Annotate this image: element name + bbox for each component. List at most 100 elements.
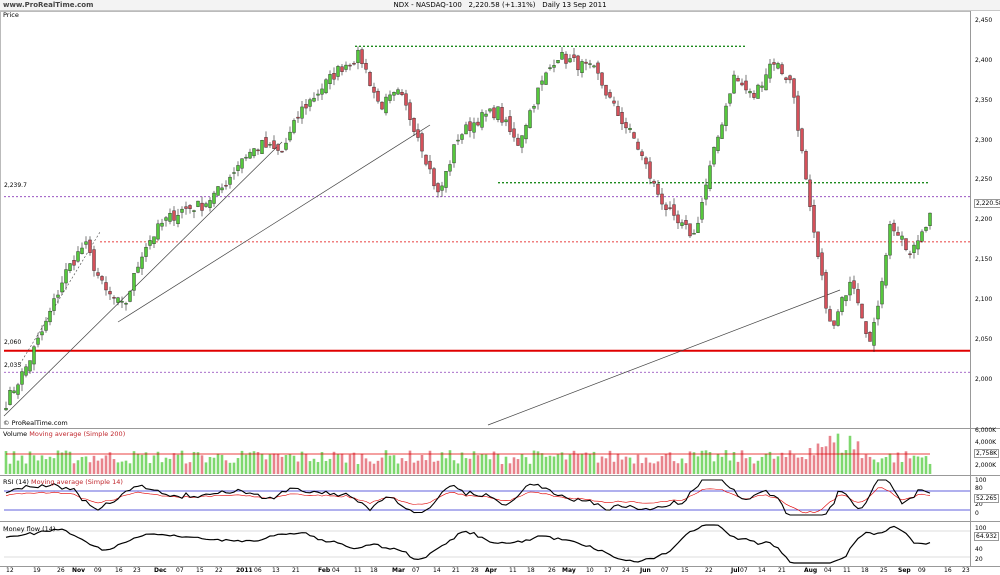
volume-bar	[900, 461, 904, 474]
axis-tick: 2,450	[975, 17, 993, 24]
volume-bar	[256, 452, 260, 474]
candle	[884, 255, 888, 286]
candle	[760, 85, 764, 88]
candle	[860, 303, 864, 319]
candle	[880, 281, 884, 305]
mfi-axis: 100 80 40 20	[972, 522, 1000, 567]
volume-bar	[708, 452, 712, 474]
candle	[248, 151, 252, 159]
volume-bar	[852, 449, 856, 474]
volume-pane-label: Volume Moving average (Simple 200)	[3, 430, 125, 438]
volume-bar	[548, 455, 552, 474]
candle	[28, 360, 32, 372]
candle	[400, 91, 404, 95]
last-price: 2,220.58	[468, 1, 500, 9]
candle	[824, 272, 828, 309]
volume-bar	[128, 463, 132, 474]
volume-bar	[444, 458, 448, 474]
volume-bar	[252, 451, 256, 474]
rsi-ma-label: Moving average (Simple 14)	[31, 478, 123, 486]
volume-bar	[656, 461, 660, 474]
volume-bar	[904, 451, 908, 474]
volume-bar	[52, 458, 56, 474]
volume-bar	[560, 452, 564, 474]
candle	[728, 93, 732, 104]
candle	[456, 139, 460, 142]
candle	[32, 346, 36, 365]
candle	[296, 116, 300, 119]
axis-tick: 100	[975, 525, 987, 532]
axis-tick: 2,400	[975, 57, 993, 64]
candle	[308, 99, 312, 107]
candle	[584, 61, 588, 64]
candle	[320, 88, 324, 95]
candle	[512, 128, 516, 138]
candle	[8, 390, 12, 405]
axis-tick: 2,200	[975, 216, 993, 223]
candle	[116, 297, 120, 303]
candle	[792, 78, 796, 98]
volume-bar	[100, 458, 104, 474]
volume-bar	[672, 461, 676, 474]
candle	[300, 106, 304, 119]
candle	[516, 137, 520, 146]
volume-bar	[604, 458, 608, 474]
time-tick: 18	[370, 567, 378, 574]
candle	[596, 62, 600, 74]
candle	[436, 183, 440, 193]
volume-bar	[780, 452, 784, 474]
candle	[60, 282, 64, 293]
candle	[772, 62, 776, 65]
volume-bar	[612, 461, 616, 474]
volume-bar	[568, 454, 572, 474]
candle	[316, 93, 320, 96]
volume-bar	[168, 458, 172, 474]
volume-bar	[584, 452, 588, 474]
volume-bar	[740, 450, 744, 474]
volume-bar	[196, 452, 200, 474]
volume-bar	[908, 458, 912, 474]
volume-bar	[320, 452, 324, 474]
time-tick: 12	[6, 567, 14, 574]
candle	[260, 140, 264, 154]
volume-bar	[456, 463, 460, 474]
volume-bar	[552, 456, 556, 474]
volume-bar	[864, 454, 868, 474]
candle	[624, 122, 628, 129]
candle	[440, 185, 444, 191]
volume-bar	[308, 461, 312, 474]
candle	[700, 202, 704, 220]
volume-bar	[420, 455, 424, 474]
volume-bar	[680, 458, 684, 474]
volume-bar	[768, 451, 772, 474]
volume-bar	[240, 450, 244, 474]
volume-bar	[516, 459, 520, 474]
volume-bar	[60, 452, 64, 474]
volume-bar	[192, 451, 196, 474]
volume-bar	[872, 459, 876, 474]
axis-tick: 2,050	[975, 336, 993, 343]
time-tick: Nov	[72, 567, 86, 574]
time-tick: Mar	[392, 567, 405, 574]
volume-bar	[840, 452, 844, 474]
volume-bar	[348, 454, 352, 474]
volume-bar	[104, 455, 108, 474]
time-tick: 09	[918, 567, 926, 574]
volume-bar	[424, 460, 428, 474]
time-tick: 11	[354, 567, 362, 574]
candle	[704, 184, 708, 200]
candle	[424, 154, 428, 165]
candle	[896, 232, 900, 236]
volume-bar	[404, 461, 408, 474]
volume-bar	[756, 460, 760, 474]
candle	[720, 124, 724, 139]
volume-bar	[276, 453, 280, 474]
candle	[888, 224, 892, 256]
candle	[68, 263, 72, 271]
candle	[724, 105, 728, 126]
volume-bar	[364, 458, 368, 474]
mfi-line	[5, 524, 931, 564]
volume-bar	[112, 459, 116, 474]
volume-bar	[504, 456, 508, 474]
